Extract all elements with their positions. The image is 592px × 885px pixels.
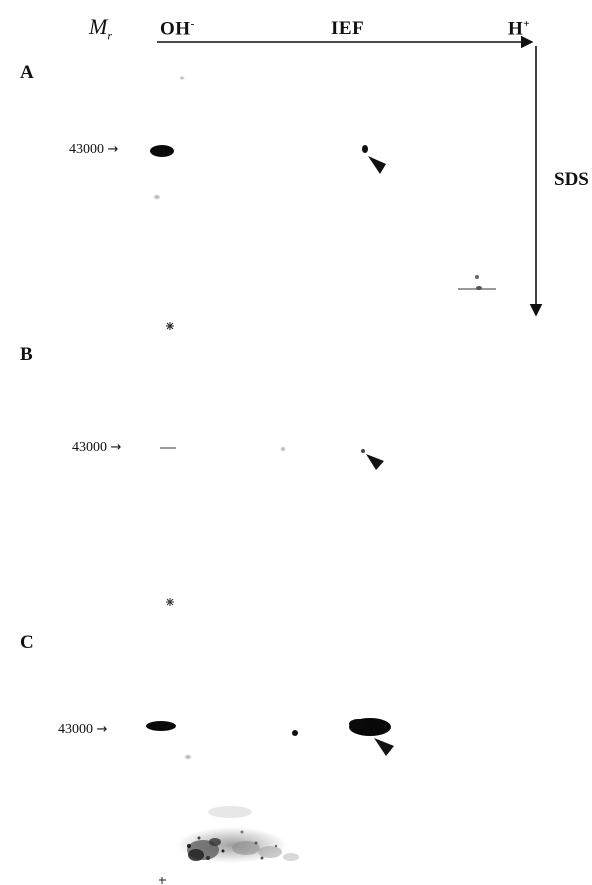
panel-b-marker-arrow: →: [110, 440, 122, 455]
panel-c-origin-mark: [159, 877, 166, 884]
panel-a-marker-arrow: →: [107, 142, 119, 157]
ief-label: IEF: [331, 18, 365, 39]
panel-a-label: A: [20, 62, 34, 83]
panel-a-arrowhead: [368, 156, 386, 174]
sds-label: SDS: [554, 169, 589, 190]
panel-b-arrowhead: [366, 454, 384, 470]
panel-c-protein-spot: [349, 719, 367, 729]
panel-b-origin-mark: [166, 598, 174, 606]
panel-a-origin-mark: [166, 322, 174, 330]
panel-c-small-spot: [292, 730, 298, 736]
panel-c-arrowhead: [374, 738, 394, 756]
panel-b-marker-band: [160, 447, 176, 449]
panel-b-label: B: [20, 344, 33, 365]
panel-a-protein-spot: [362, 145, 368, 153]
panel-b-protein-spot: [361, 449, 365, 453]
panel-c-marker-band: [146, 721, 176, 731]
panel-a-marker-value: 43000: [69, 142, 104, 157]
panel-c-gel: [146, 718, 394, 884]
panel-c-smear: [177, 806, 299, 863]
panel-c-faint-spot: [184, 754, 192, 760]
panel-c-marker-arrow: →: [96, 722, 108, 737]
oh-label: OH-: [160, 18, 195, 40]
panel-c-marker: 43000 →: [58, 722, 107, 738]
panel-a-faint-spot: [179, 76, 185, 80]
h-plus-label: H+: [508, 18, 531, 40]
panel-a-marker-band: [150, 145, 174, 157]
panel-a-faint-spot: [153, 194, 161, 200]
panel-a-faint-spot: [475, 275, 479, 279]
mr-axis-label: Mr: [89, 14, 112, 43]
panel-c-marker-value: 43000: [58, 722, 93, 737]
panel-a-faint-spot: [476, 286, 482, 290]
panel-b-faint-spot: [280, 446, 286, 452]
panel-b-marker-value: 43000: [72, 440, 107, 455]
panel-a-gel: [150, 76, 496, 330]
panel-c-label: C: [20, 632, 34, 653]
panel-a-marker: 43000 →: [69, 142, 118, 158]
panel-b-gel: [160, 446, 384, 606]
panel-b-marker: 43000 →: [72, 440, 121, 456]
